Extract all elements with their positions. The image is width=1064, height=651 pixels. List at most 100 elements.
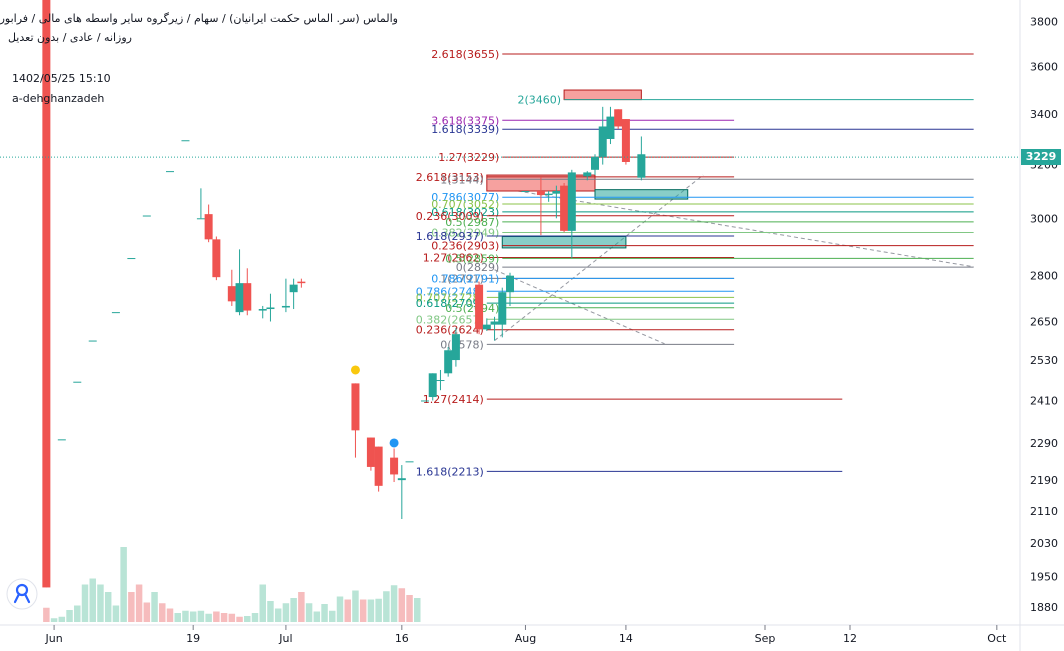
y-tick-label: 2190: [1030, 474, 1058, 487]
last-price-label: 3229: [1021, 149, 1061, 166]
volume-bar: [352, 590, 359, 622]
candle-body: [374, 446, 383, 486]
volume-bar: [159, 603, 166, 622]
y-tick-label: 2650: [1030, 315, 1058, 328]
volume-bar: [58, 616, 66, 622]
chart-subtitle: روزانه / عادی / بدون تعدیل: [7, 31, 132, 44]
candle-body: [73, 381, 82, 383]
candle-body: [614, 109, 623, 127]
demand-zone: [501, 236, 627, 249]
y-tick-label: 2030: [1030, 537, 1058, 550]
volume-bar: [282, 603, 290, 622]
zones: [486, 89, 689, 249]
chart-title: والماس (سر. الماس حکمت ایرانیان) / سهام …: [0, 12, 398, 25]
y-tick-label: 2110: [1030, 505, 1058, 518]
candle-body: [111, 312, 120, 314]
volume-bar: [50, 618, 58, 622]
axes: 3800360034003200300028002650253024102290…: [0, 16, 1058, 645]
candle-body: [281, 305, 290, 308]
candle-body: [266, 307, 275, 310]
candle-body: [227, 286, 236, 302]
volume-bar: [135, 584, 143, 622]
x-tick-label: 16: [395, 632, 409, 645]
tradingview-logo-icon[interactable]: [6, 578, 38, 610]
fib-level-label: 0.5(2694): [445, 302, 499, 315]
fib-level-label: 2.618(3153): [416, 171, 484, 184]
y-tick-label: 2530: [1030, 354, 1058, 367]
y-tick-label: 3000: [1030, 212, 1058, 225]
y-tick-label: 2290: [1030, 437, 1058, 450]
fib-level-label: 0.382(2657): [416, 313, 484, 326]
candle-body: [390, 457, 399, 475]
volume-bar: [367, 599, 375, 622]
candle-body: [567, 172, 576, 231]
fib-level-label: 2.618(3655): [431, 48, 499, 61]
volume-bar: [336, 596, 344, 622]
y-tick-label: 3400: [1030, 108, 1058, 121]
chart-author: a-dehghanzadeh: [12, 92, 105, 105]
candle-body: [451, 334, 460, 361]
volume-bar: [66, 610, 73, 622]
candle-body: [536, 191, 545, 196]
volume-bar: [329, 610, 336, 622]
volume-bar: [251, 613, 259, 622]
candle-body: [366, 437, 375, 467]
candle-body: [444, 350, 453, 374]
volume-bar: [406, 595, 413, 622]
candle-body: [552, 191, 561, 194]
candle-body: [258, 309, 267, 311]
fib-level-label: 0(2829): [456, 261, 500, 274]
x-tick-label: Jun: [44, 632, 62, 645]
fib-level-label: 0.618(3023): [431, 206, 499, 219]
fib-level-label: 0.618(2709): [416, 297, 484, 310]
volume-bar: [220, 613, 228, 622]
fib-level-label: 0.786(3077): [431, 191, 499, 204]
candle-body: [196, 218, 205, 220]
candle-body: [235, 283, 244, 313]
y-tick-label: 2800: [1030, 270, 1058, 283]
volume-bar: [143, 602, 151, 622]
fib-level-label: 0.786(2791): [431, 272, 499, 285]
x-tick-label: 12: [843, 632, 857, 645]
candle-body: [181, 140, 190, 142]
trend-line: [517, 190, 974, 268]
candle-body: [57, 439, 66, 441]
fib-level-label: 1.27(2414): [423, 393, 484, 406]
volume-bar: [43, 607, 50, 622]
demand-zone: [594, 189, 689, 200]
fib-level-label: 0.236(3009): [416, 210, 484, 223]
trend-line: [494, 269, 665, 345]
volume-bars: [43, 547, 421, 622]
candle-body: [506, 275, 514, 293]
candle-body: [621, 119, 630, 162]
volume-bar: [298, 592, 305, 622]
fib-level-label: 1.27(2862): [423, 251, 484, 264]
candle-body: [475, 284, 484, 330]
fib-level-label: 0.5(2859): [445, 252, 499, 265]
fib-level-label: 0.5(2987): [445, 216, 499, 229]
candle-body: [127, 258, 136, 260]
volume-bar: [321, 604, 328, 622]
volume-bar: [120, 547, 127, 622]
volume-bar: [244, 616, 251, 622]
fib-level-label: 1(3144): [440, 173, 484, 186]
volume-bar: [414, 598, 421, 622]
volume-bar: [81, 584, 89, 622]
volume-bar: [197, 610, 205, 622]
markers: [349, 364, 400, 449]
candle-body: [397, 478, 406, 481]
signal-marker: [349, 364, 361, 376]
volume-bar: [274, 608, 282, 622]
candle-body: [88, 340, 97, 342]
volume-bar: [236, 616, 243, 622]
volume-bar: [174, 613, 181, 622]
volume-bar: [313, 611, 321, 622]
candle-body: [498, 292, 507, 325]
volume-bar: [213, 611, 220, 622]
volume-bar: [305, 603, 313, 622]
volume-bar: [344, 599, 351, 622]
candle-body: [289, 284, 298, 293]
volume-bar: [375, 598, 382, 622]
volume-bar: [182, 610, 189, 622]
